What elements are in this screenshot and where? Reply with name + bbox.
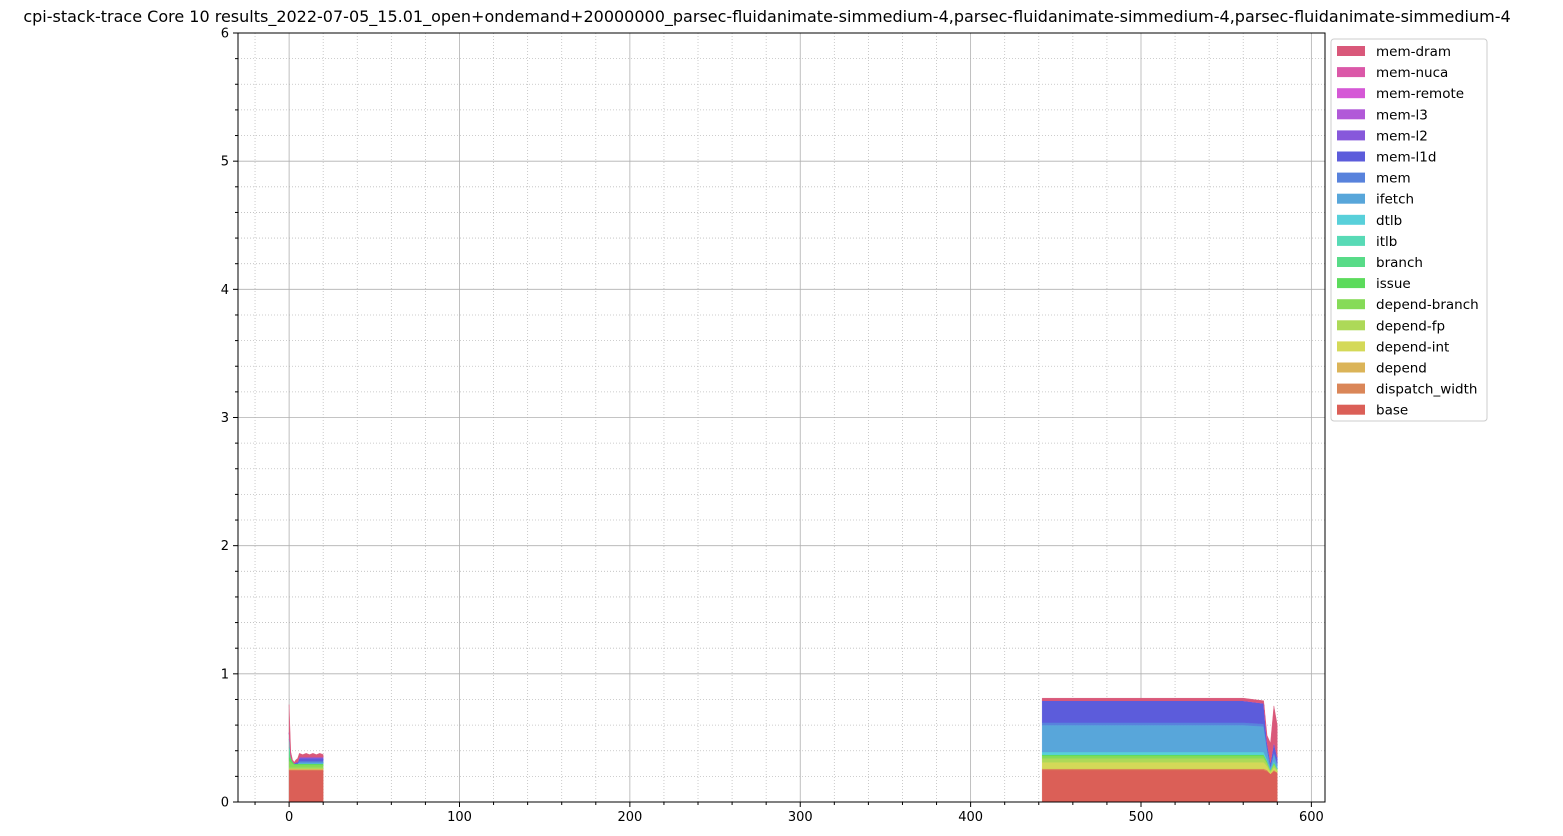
legend-label: mem-l2: [1376, 128, 1428, 144]
legend-entry-dispatch_width: dispatch_width: [1337, 382, 1477, 398]
legend-entry-mem-l3: mem-l3: [1337, 107, 1428, 123]
y-tick-label: 4: [221, 283, 229, 298]
area-mem-dram-segment-0: [288, 704, 324, 764]
legend-swatch: [1337, 320, 1365, 331]
legend-label: depend-fp: [1376, 318, 1445, 334]
legend-swatch: [1337, 130, 1365, 141]
legend-label: mem-l3: [1376, 107, 1428, 123]
legend-swatch: [1337, 109, 1365, 120]
legend-label: mem-dram: [1376, 44, 1451, 60]
y-tick-label: 1: [221, 667, 229, 682]
x-tick-label: 500: [1129, 810, 1154, 825]
legend: mem-dram mem-nuca mem-remote mem-l3 mem-l2 me…: [1330, 38, 1488, 422]
area-mem-l1d-segment-0: [288, 732, 324, 764]
legend-entry-depend: depend: [1337, 361, 1427, 377]
y-tick-label: 0: [221, 796, 229, 811]
legend-entry-depend-int: depend-int: [1337, 339, 1449, 355]
legend-frame: [1330, 38, 1488, 422]
legend-swatch: [1337, 235, 1365, 246]
legend-swatch: [1337, 278, 1365, 289]
y-axis: 0 1 2 3 4 5 6: [221, 27, 238, 811]
y-tick-label: 2: [221, 539, 229, 554]
legend-swatch: [1337, 341, 1365, 352]
legend-entry-ifetch: ifetch: [1337, 192, 1414, 208]
legend-entry-itlb: itlb: [1337, 234, 1397, 250]
legend-label: depend-branch: [1376, 297, 1479, 313]
legend-entry-base: base: [1337, 403, 1408, 419]
plot-areas: [288, 697, 1278, 803]
legend-swatch: [1337, 404, 1365, 415]
x-tick-label: 200: [617, 810, 642, 825]
x-tick-label: 100: [447, 810, 472, 825]
x-tick-label: 300: [788, 810, 813, 825]
legend-entry-mem-l2: mem-l2: [1337, 128, 1428, 144]
x-tick-label: 0: [285, 810, 293, 825]
area-base-segment-1: [1041, 769, 1278, 803]
legend-swatch: [1337, 172, 1365, 183]
legend-label: depend: [1376, 361, 1427, 377]
y-tick-label: 6: [221, 27, 229, 42]
legend-label: mem-l1d: [1376, 150, 1436, 166]
legend-label: base: [1376, 403, 1408, 419]
y-tick-label: 5: [221, 155, 229, 170]
legend-swatch: [1337, 383, 1365, 394]
legend-swatch: [1337, 88, 1365, 99]
x-tick-label: 400: [958, 810, 983, 825]
legend-label: ifetch: [1376, 192, 1414, 208]
legend-entry-mem-dram: mem-dram: [1337, 44, 1451, 60]
legend-swatch: [1337, 193, 1365, 204]
legend-label: itlb: [1376, 234, 1397, 250]
legend-entry-branch: branch: [1337, 255, 1423, 271]
legend-swatch: [1337, 151, 1365, 162]
legend-entry-mem-nuca: mem-nuca: [1337, 65, 1448, 81]
grid: [238, 32, 1325, 803]
chart-title: cpi-stack-trace Core 10 results_2022-07-…: [23, 7, 1510, 27]
y-tick-label: 3: [221, 411, 229, 426]
area-mem-dram-segment-1: [1041, 697, 1278, 763]
legend-swatch: [1337, 46, 1365, 56]
legend-label: branch: [1376, 255, 1423, 271]
x-tick-label: 600: [1299, 810, 1324, 825]
legend-entry-depend-fp: depend-fp: [1337, 318, 1445, 334]
legend-entry-issue: issue: [1337, 276, 1411, 292]
legend-entry-dtlb: dtlb: [1337, 213, 1402, 229]
legend-label: issue: [1376, 276, 1411, 292]
legend-swatch: [1337, 257, 1365, 267]
legend-label: dispatch_width: [1376, 382, 1477, 398]
legend-swatch: [1337, 214, 1365, 225]
legend-label: mem-remote: [1376, 86, 1464, 102]
legend-label: mem-nuca: [1376, 65, 1448, 81]
legend-label: depend-int: [1376, 339, 1449, 355]
legend-entry-mem-remote: mem-remote: [1337, 86, 1464, 102]
legend-swatch: [1337, 299, 1365, 310]
legend-label: mem: [1376, 171, 1411, 187]
legend-entry-mem-l1d: mem-l1d: [1337, 150, 1436, 166]
area-base-segment-0: [288, 769, 324, 803]
legend-label: dtlb: [1376, 213, 1402, 229]
legend-entry-depend-branch: depend-branch: [1337, 297, 1479, 313]
legend-entry-mem: mem: [1337, 171, 1411, 187]
legend-swatch: [1337, 67, 1365, 78]
x-axis: 0 100 200 300 400 500 600: [254, 802, 1324, 825]
legend-swatch: [1337, 362, 1365, 373]
